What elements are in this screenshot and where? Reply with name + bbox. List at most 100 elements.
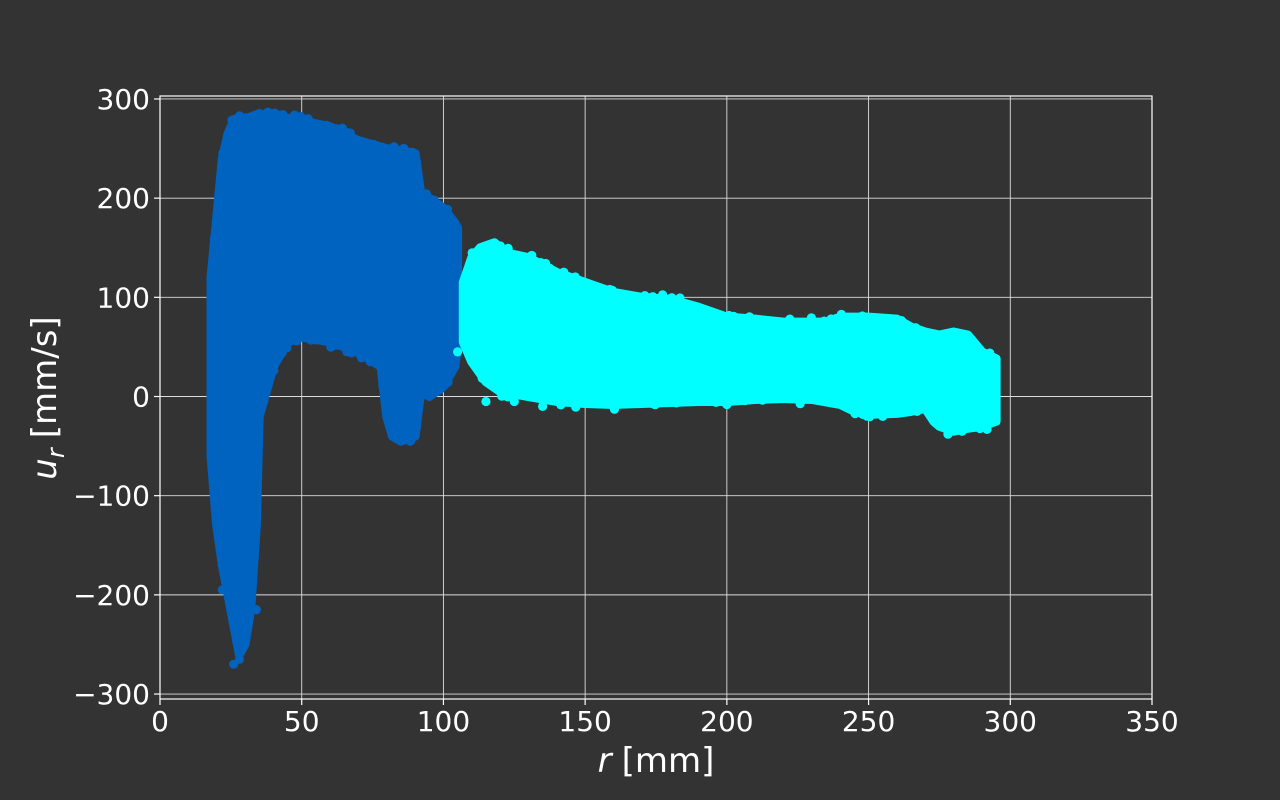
data-point — [217, 559, 227, 570]
data-point — [495, 241, 506, 251]
data-point — [220, 525, 230, 535]
data-point — [246, 585, 256, 595]
data-point — [658, 295, 668, 306]
data-point — [450, 354, 460, 364]
data-point — [346, 133, 357, 143]
data-point — [722, 399, 732, 410]
data-point — [840, 399, 850, 409]
data-point — [502, 392, 513, 402]
data-point — [703, 308, 714, 318]
data-point — [210, 503, 220, 514]
data-point — [896, 316, 907, 326]
data-point — [237, 114, 247, 125]
data-point — [412, 422, 422, 432]
data-point — [443, 377, 453, 387]
series-1 — [206, 107, 463, 669]
data-point — [251, 605, 261, 615]
data-point — [254, 431, 264, 441]
data-point — [806, 319, 816, 329]
data-point — [234, 540, 244, 550]
data-point — [248, 550, 259, 560]
x-tick-label: 350 — [1125, 705, 1178, 738]
data-point — [591, 395, 601, 405]
data-point — [414, 394, 424, 404]
data-point — [556, 400, 566, 410]
data-point — [421, 193, 431, 203]
data-point — [461, 332, 471, 342]
data-point — [795, 399, 805, 409]
data-point — [230, 622, 240, 632]
data-point — [213, 524, 223, 534]
data-point — [223, 590, 233, 600]
data-point — [545, 263, 555, 273]
data-point — [941, 331, 951, 341]
data-point — [322, 334, 332, 344]
data-point — [398, 151, 408, 161]
data-point — [929, 414, 939, 424]
data-point — [218, 148, 228, 158]
data-point — [571, 402, 581, 412]
series-2 — [453, 238, 1001, 439]
y-tick-label: 0 — [132, 381, 150, 414]
y-axis-unit: [mm/s] — [25, 316, 65, 438]
data-point — [487, 380, 497, 390]
data-point — [331, 124, 341, 135]
data-point — [607, 285, 617, 295]
data-point — [509, 396, 519, 407]
data-point — [289, 110, 300, 120]
data-point — [828, 317, 839, 327]
data-point — [911, 323, 921, 333]
x-tick-label: 200 — [700, 705, 753, 738]
y-tick-label: −300 — [73, 678, 150, 711]
data-point — [467, 248, 477, 258]
data-point — [257, 396, 267, 407]
y-tick-label: −100 — [73, 480, 150, 513]
data-point — [711, 397, 721, 407]
data-point — [640, 290, 650, 301]
data-point — [255, 405, 265, 416]
data-point — [269, 365, 279, 376]
data-point — [399, 143, 409, 153]
x-tick-label: 100 — [417, 705, 470, 738]
data-point — [429, 195, 440, 205]
x-tick-label: 300 — [984, 705, 1037, 738]
data-point — [570, 272, 580, 282]
y-tick-label: 300 — [97, 83, 150, 116]
data-point — [389, 142, 399, 152]
data-point — [234, 654, 244, 664]
x-axis-unit: [mm] — [622, 741, 715, 781]
data-point — [858, 409, 868, 419]
y-tick-label: −200 — [73, 579, 150, 612]
data-point — [821, 393, 831, 403]
data-point — [819, 316, 829, 326]
data-point — [527, 250, 537, 261]
data-point — [368, 141, 379, 151]
data-point — [411, 156, 421, 167]
y-axis-variable: u — [25, 458, 65, 480]
data-point — [814, 392, 824, 402]
data-point — [306, 335, 316, 345]
data-point — [975, 423, 985, 434]
x-tick-label: 150 — [558, 705, 611, 738]
plot-frame — [159, 95, 1153, 700]
data-point — [785, 314, 795, 324]
x-tick-label: 250 — [842, 705, 895, 738]
data-point — [243, 570, 253, 580]
y-axis-label: ur [mm/s] — [25, 316, 70, 479]
data-point — [744, 312, 755, 322]
data-point — [254, 109, 264, 119]
data-point — [523, 257, 533, 267]
data-point — [836, 309, 846, 319]
data-point — [537, 259, 548, 269]
data-point — [608, 401, 619, 412]
data-point — [263, 381, 273, 392]
data-point — [534, 393, 544, 403]
data-point — [387, 426, 397, 436]
data-point — [729, 311, 739, 321]
data-point — [432, 385, 443, 395]
x-tick-label: 0 — [151, 705, 169, 738]
y-tick-label: 100 — [97, 281, 150, 314]
data-point — [440, 208, 450, 219]
data-point — [209, 234, 219, 244]
